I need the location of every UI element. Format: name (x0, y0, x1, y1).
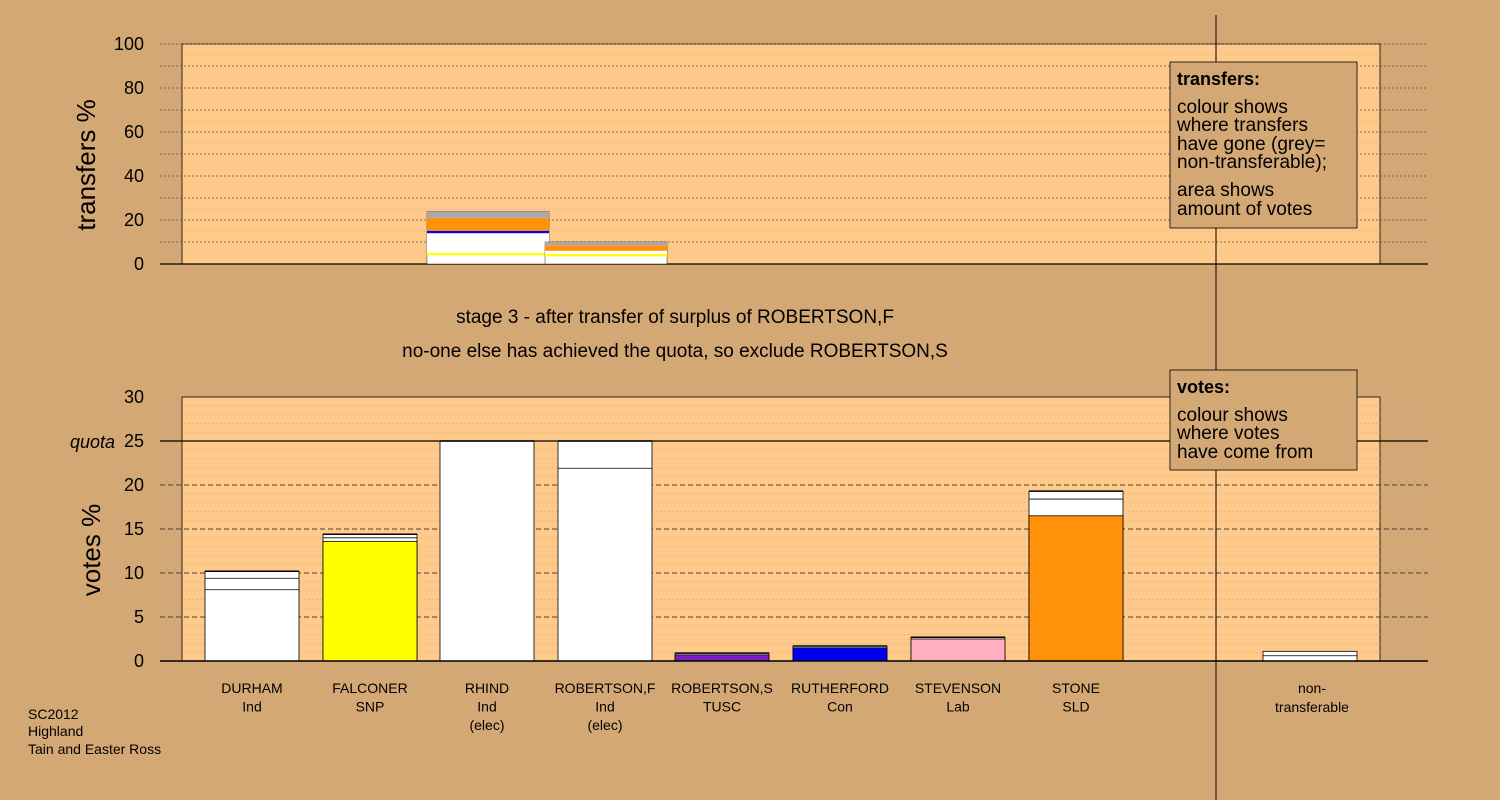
candidate-label: ROBERTSON,F (555, 680, 656, 696)
transfer-segment (427, 217, 549, 231)
transfer-segment (427, 231, 549, 234)
nontransferable-label: non- (1298, 680, 1326, 696)
vote-bar (557, 440, 653, 662)
votes-tick-label: 25 (124, 431, 144, 451)
vote-bar-original (910, 638, 1006, 662)
votes-axis-title: votes % (76, 504, 106, 597)
stage-caption: stage 3 - after transfer of surplus of R… (456, 307, 894, 328)
vote-bar-original (674, 654, 770, 662)
svg-text:where votes: where votes (1176, 423, 1279, 444)
transfers-axis-title: transfers % (71, 99, 101, 231)
svg-text:colour shows: colour shows (1177, 97, 1288, 118)
svg-text:colour shows: colour shows (1177, 405, 1288, 426)
quota-label: quota (70, 432, 115, 452)
transfers-legend: transfers: colour shows where transfers … (1169, 61, 1358, 229)
transfer-segment (427, 211, 549, 218)
transfer-segment (427, 233, 549, 253)
candidate-label: RHIND (465, 680, 509, 696)
transfers-tick-label: 80 (124, 78, 144, 98)
candidate-label: Ind (477, 699, 496, 715)
transfers-tick-label: 60 (124, 122, 144, 142)
transfer-segment (545, 250, 667, 255)
footer-info: SC2012 Highland Tain and Easter Ross (28, 706, 161, 757)
votes-tick-label: 0 (134, 651, 144, 671)
candidate-label: Lab (946, 699, 970, 715)
svg-text:where transfers: where transfers (1176, 115, 1308, 136)
candidate-label: Ind (595, 699, 614, 715)
transfer-segment (545, 254, 667, 257)
candidate-label: RUTHERFORD (791, 680, 889, 696)
transfers-tick-label: 100 (114, 34, 144, 54)
transfer-segment (545, 245, 667, 251)
candidate-labels: DURHAM Ind FALCONER SNP RHIND Ind (elec) ROBERT… (221, 680, 1349, 733)
svg-text:area shows: area shows (1177, 180, 1274, 201)
transfers-tick-label: 0 (134, 254, 144, 274)
nontransferable-bar (1262, 650, 1358, 662)
votes-tick-label: 10 (124, 563, 144, 583)
votes-legend: votes: colour shows where votes have com… (1169, 369, 1358, 471)
svg-text:non-transferable);: non-transferable); (1177, 152, 1327, 173)
vote-bar-original (1028, 515, 1124, 662)
transfer-segment (545, 242, 667, 246)
svg-text:have gone (grey=: have gone (grey= (1177, 134, 1325, 155)
candidate-label: ROBERTSON,S (671, 680, 773, 696)
candidate-label: TUSC (703, 699, 741, 715)
exclusion-caption: no-one else has achieved the quota, so e… (402, 341, 948, 362)
vote-bar-original (792, 647, 888, 662)
footer-ward: Tain and Easter Ross (28, 741, 161, 757)
transfers-bars (426, 210, 668, 265)
candidate-label: DURHAM (221, 680, 282, 696)
nontransferable-label: transferable (1275, 699, 1349, 715)
candidate-label: STONE (1052, 680, 1100, 696)
transfers-tick-label: 20 (124, 210, 144, 230)
svg-text:have come from: have come from (1177, 442, 1313, 463)
svg-text:votes:: votes: (1177, 377, 1230, 397)
transfer-segment (427, 253, 549, 256)
candidate-label: (elec) (587, 717, 622, 733)
votes-tick-label: 20 (124, 475, 144, 495)
footer-council: Highland (28, 723, 83, 739)
votes-tick-labels: 0 5 10 15 20 25 30 (124, 387, 144, 671)
vote-bar (439, 440, 535, 662)
footer-election: SC2012 (28, 706, 79, 722)
vote-bar (204, 570, 300, 662)
candidate-label: FALCONER (332, 680, 407, 696)
transfers-tick-labels: 0 20 40 60 80 100 (114, 34, 144, 274)
votes-tick-label: 5 (134, 607, 144, 627)
vote-bar-original (322, 540, 418, 662)
votes-bars (204, 440, 1358, 662)
svg-text:amount of votes: amount of votes (1177, 199, 1312, 220)
transfers-tick-label: 40 (124, 166, 144, 186)
candidate-label: (elec) (469, 717, 504, 733)
candidate-label: Con (827, 699, 853, 715)
candidate-label: STEVENSON (915, 680, 1001, 696)
svg-text:transfers:: transfers: (1177, 69, 1260, 89)
candidate-label: Ind (242, 699, 261, 715)
votes-tick-label: 15 (124, 519, 144, 539)
candidate-label: SNP (356, 699, 385, 715)
candidate-label: SLD (1062, 699, 1089, 715)
votes-tick-label: 30 (124, 387, 144, 407)
